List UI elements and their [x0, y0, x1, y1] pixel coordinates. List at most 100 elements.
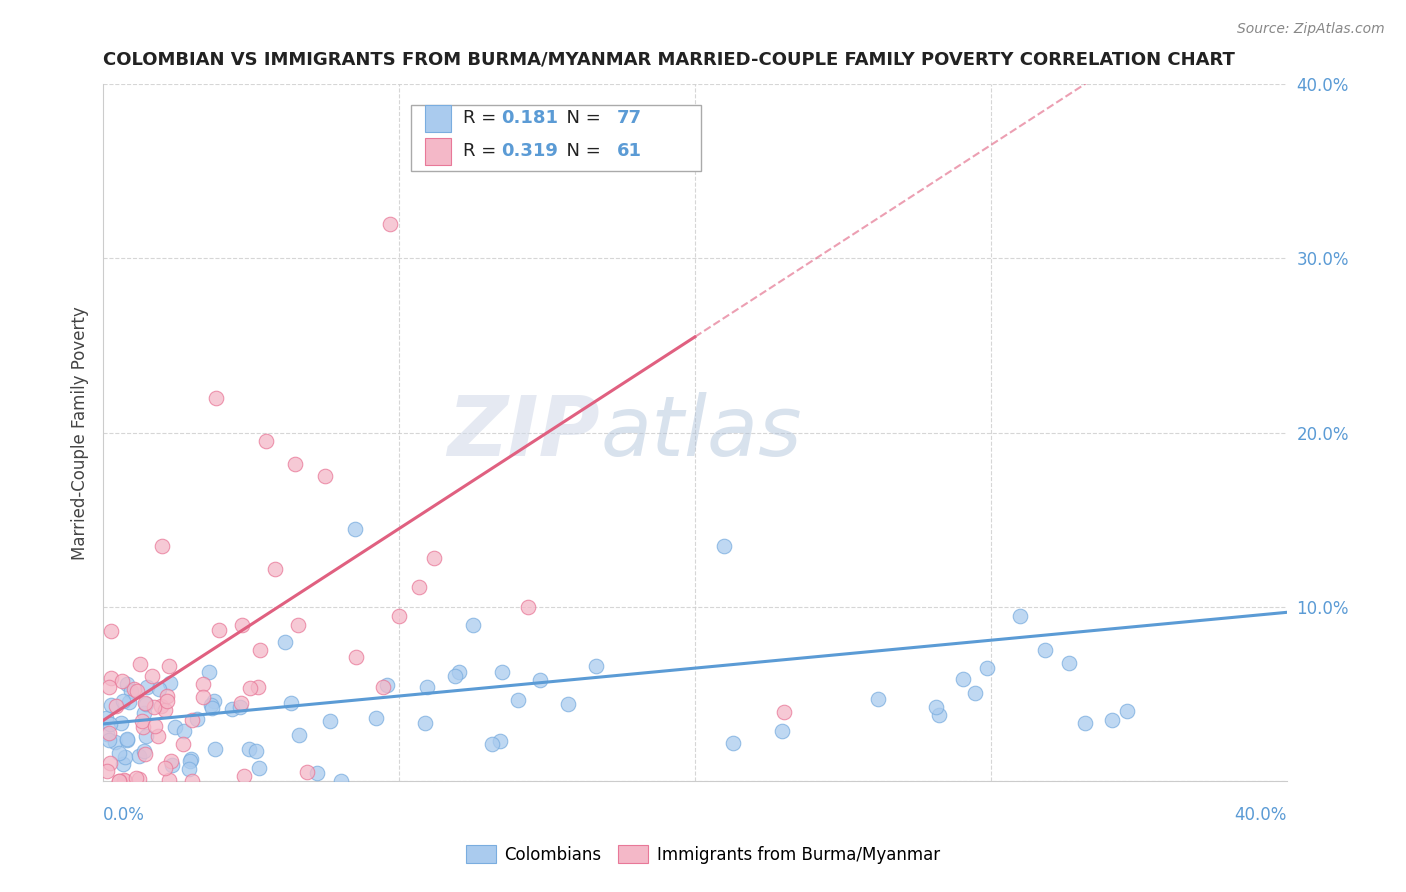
Point — [111, 674, 134, 689]
Point — [114, 750, 136, 764]
Point — [1059, 656, 1081, 670]
Point — [284, 457, 307, 471]
Point — [112, 757, 135, 772]
Point — [132, 744, 155, 758]
Point — [146, 729, 169, 743]
Point — [228, 700, 250, 714]
Point — [112, 772, 135, 787]
Point — [156, 694, 179, 708]
FancyBboxPatch shape — [425, 105, 451, 131]
Point — [247, 761, 270, 775]
Point — [134, 696, 156, 710]
Text: ZIP: ZIP — [447, 392, 600, 474]
Text: Source: ZipAtlas.com: Source: ZipAtlas.com — [1237, 22, 1385, 37]
Point — [97, 680, 120, 694]
Point — [160, 757, 183, 772]
Text: 61: 61 — [617, 143, 641, 161]
Point — [287, 728, 309, 742]
Point — [489, 734, 512, 748]
Point — [131, 714, 153, 728]
Point — [1074, 715, 1097, 730]
Point — [868, 692, 890, 706]
Point — [330, 774, 353, 789]
Point — [231, 618, 253, 632]
Point — [104, 699, 127, 714]
Point — [1116, 704, 1139, 718]
Text: 0.319: 0.319 — [501, 143, 558, 161]
Point — [136, 680, 159, 694]
Point — [159, 676, 181, 690]
Point — [208, 623, 231, 637]
Point — [94, 711, 117, 725]
Point — [444, 669, 467, 683]
Point — [366, 711, 388, 725]
Point — [976, 661, 998, 675]
Point — [129, 657, 152, 672]
Legend: Colombians, Immigrants from Burma/Myanmar: Colombians, Immigrants from Burma/Myanma… — [460, 838, 946, 871]
Point — [202, 693, 225, 707]
Point — [180, 752, 202, 766]
Point — [97, 733, 120, 747]
Point — [200, 698, 222, 712]
Text: 0.0%: 0.0% — [103, 805, 145, 824]
Point — [186, 712, 208, 726]
Point — [307, 766, 329, 780]
Point — [375, 678, 398, 692]
Point — [1010, 608, 1032, 623]
FancyBboxPatch shape — [425, 138, 451, 165]
Point — [100, 698, 122, 712]
Point — [198, 665, 221, 679]
Point — [924, 700, 946, 714]
Point — [153, 703, 176, 717]
Point — [274, 635, 297, 649]
Point — [506, 693, 529, 707]
Point — [104, 735, 127, 749]
Point — [423, 551, 446, 566]
Point — [516, 600, 538, 615]
Point — [295, 764, 318, 779]
Point — [128, 772, 150, 786]
Point — [172, 737, 194, 751]
Point — [156, 690, 179, 704]
Point — [416, 680, 439, 694]
Point — [557, 698, 579, 712]
Text: 40.0%: 40.0% — [1234, 805, 1286, 824]
Point — [378, 217, 401, 231]
Point — [371, 680, 394, 694]
Text: N =: N = — [555, 110, 607, 128]
Point — [713, 539, 735, 553]
Point — [157, 659, 180, 673]
Point — [239, 681, 262, 696]
Point — [233, 769, 256, 783]
Point — [204, 742, 226, 756]
Text: COLOMBIAN VS IMMIGRANTS FROM BURMA/MYANMAR MARRIED-COUPLE FAMILY POVERTY CORRELA: COLOMBIAN VS IMMIGRANTS FROM BURMA/MYANM… — [103, 51, 1234, 69]
Point — [1101, 713, 1123, 727]
Point — [585, 659, 607, 673]
Point — [201, 700, 224, 714]
Point — [191, 677, 214, 691]
Point — [125, 771, 148, 785]
Point — [238, 741, 260, 756]
Point — [108, 774, 131, 789]
Point — [134, 747, 156, 762]
Point — [449, 665, 471, 679]
Point — [229, 696, 252, 710]
Point — [149, 698, 172, 713]
Y-axis label: Married-Couple Family Poverty: Married-Couple Family Poverty — [72, 306, 89, 559]
Point — [388, 608, 411, 623]
Point — [529, 673, 551, 687]
Text: R =: R = — [463, 143, 502, 161]
Point — [249, 643, 271, 657]
Point — [120, 683, 142, 698]
Point — [118, 694, 141, 708]
Point — [221, 702, 243, 716]
Point — [165, 720, 187, 734]
Point — [343, 522, 366, 536]
Point — [179, 754, 201, 768]
Point — [107, 774, 129, 789]
Point — [963, 686, 986, 700]
Point — [135, 729, 157, 743]
Point — [131, 720, 153, 734]
Point — [153, 761, 176, 775]
Point — [128, 748, 150, 763]
